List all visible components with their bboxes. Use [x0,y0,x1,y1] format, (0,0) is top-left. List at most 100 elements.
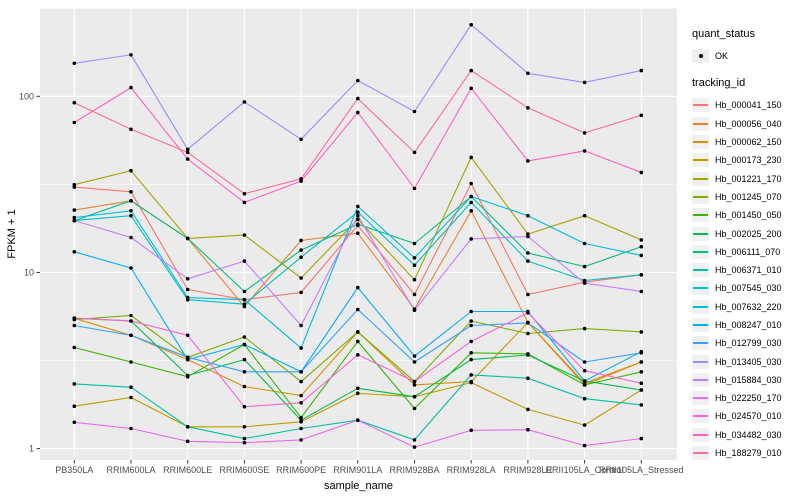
data-point [356,231,360,235]
data-point [582,278,587,283]
data-point [469,339,474,344]
data-point [582,241,587,246]
data-point [72,182,77,187]
data-point [469,351,474,355]
x-tick-label: RRIM928BA [389,465,439,475]
data-point [356,78,360,83]
data-point [72,61,77,66]
data-point [469,237,474,241]
data-point [469,68,474,73]
legend-item-Hb_013405_030: Hb_013405_030 [692,352,798,370]
data-point [356,213,360,218]
data-point [526,407,530,412]
data-point [526,353,530,357]
data-point [129,385,133,390]
data-point [412,150,417,155]
legend-item-label: Hb_000056_040 [715,118,782,129]
data-point [129,168,133,173]
legend-item-Hb_002025_200: Hb_002025_200 [692,224,798,242]
line-key-icon [692,116,709,131]
data-point [639,244,644,249]
data-point [526,106,530,110]
data-point [242,440,247,445]
x-tick-label: PB350LA [55,465,93,475]
legend-item-label: Hb_007545_030 [715,283,782,294]
data-point [582,213,587,218]
data-point [129,199,133,203]
data-point [242,233,247,237]
data-point [129,53,133,57]
legend-item-label: Hb_006371_010 [715,265,782,276]
data-point [412,394,417,399]
data-point [582,383,587,387]
data-point [356,210,360,214]
data-point [412,256,417,260]
data-point [526,234,530,239]
data-point [526,311,530,315]
data-point [299,426,303,431]
data-point [526,331,530,336]
data-point [299,290,303,295]
x-tick-label: RRIM600SE [219,465,269,475]
data-point [129,360,133,364]
line-chart: 1 10 100 PB350LA RRIM600LA RRIM600LE RRIM600SE… [6,7,684,492]
data-point [639,113,644,118]
legend-item-Hb_008247_010: Hb_008247_010 [692,316,798,334]
line-key-icon [692,446,709,461]
data-point [469,194,474,199]
legend-item-label: Hb_002025_200 [715,228,782,239]
legend: quant_status OK tracking_id Hb_000041_15… [692,28,798,462]
data-point [242,425,247,429]
legend-item-label: Hb_012799_030 [715,338,782,349]
legend-item-Hb_022250_170: Hb_022250_170 [692,389,798,407]
line-key-icon [692,281,709,296]
data-point [72,215,77,220]
line-key-icon [692,354,709,369]
legend-title-tracking-id: tracking_id [692,77,746,90]
data-point [412,109,417,114]
legend-item-Hb_007632_220: Hb_007632_220 [692,298,798,316]
data-point [526,159,530,163]
data-point [129,209,133,213]
data-point [582,281,587,285]
data-point [639,403,644,407]
legend-item-label: Hb_001245_070 [715,191,782,202]
data-point [299,137,303,142]
data-point [526,292,530,297]
data-point [356,110,360,115]
legend-item-Hb_001221_170: Hb_001221_170 [692,169,798,187]
line-key-icon [692,391,709,406]
data-point [469,373,474,377]
legend-item-label: Hb_008247_010 [715,320,782,330]
line-key-icon [692,226,709,241]
legend-title-quant-status: quant_status [692,28,755,40]
data-point [526,376,530,381]
data-point [526,251,530,255]
data-point [639,388,644,392]
data-point [129,426,133,431]
legend-item-label: Hb_013405_030 [715,356,782,367]
data-point [129,127,133,132]
legend-item-ok: OK [692,47,798,65]
data-point [185,295,190,300]
data-point [242,297,247,302]
y-axis-title: FPKM + 1 [6,209,18,258]
data-point [582,360,587,364]
data-point [242,191,247,196]
data-point [242,289,247,294]
data-point [356,96,360,101]
legend-item-label: Hb_007632_220 [715,301,782,312]
data-point [412,241,417,246]
data-point [185,373,190,378]
data-point [469,323,474,328]
data-point [72,218,77,223]
data-point [469,428,474,433]
data-point [299,238,303,243]
legend-item-label: Hb_001450_050 [715,210,782,221]
data-point [299,415,303,420]
data-point [356,217,360,222]
legend-tracking-items: Hb_000041_150 Hb_000056_040 Hb_000062_150 H… [692,96,798,462]
data-point [639,370,644,374]
legend-item-label: Hb_006111_070 [715,246,781,257]
data-point [129,333,133,338]
